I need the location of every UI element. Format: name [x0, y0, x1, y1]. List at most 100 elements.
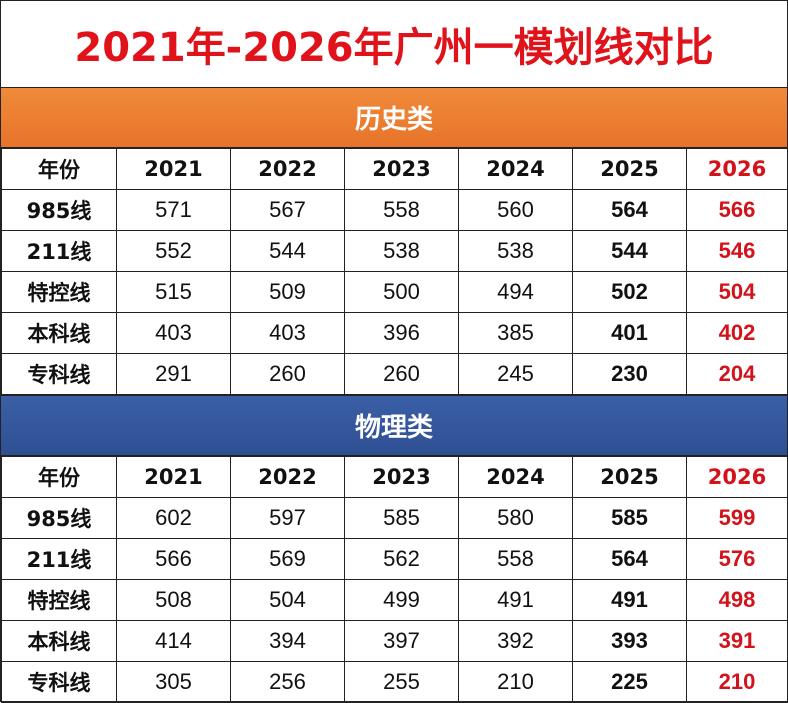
cell: 508	[116, 579, 231, 621]
cell: 260	[230, 353, 345, 395]
table-row: 专科线 305 256 255 210 225 210	[1, 661, 788, 703]
cell: 564	[572, 189, 687, 231]
cell: 396	[344, 312, 459, 354]
column-header: 年份	[1, 148, 117, 190]
column-header: 2021	[116, 148, 231, 190]
row-label: 211线	[1, 538, 117, 580]
table-row: 本科线 403 403 396 385 401 402	[1, 312, 788, 354]
column-header: 2026	[686, 148, 788, 190]
cell: 394	[230, 620, 345, 662]
column-header: 2026	[686, 456, 788, 498]
table-row: 985线 571 567 558 560 564 566	[1, 189, 788, 231]
row-label: 特控线	[1, 271, 117, 313]
header-row: 年份 2021 2022 2023 2024 2025 2026	[1, 148, 788, 190]
column-header: 2025	[572, 148, 687, 190]
column-header: 年份	[1, 456, 117, 498]
row-label: 专科线	[1, 661, 117, 703]
cell: 255	[344, 661, 459, 703]
cell: 403	[116, 312, 231, 354]
cell: 504	[686, 271, 788, 313]
cell: 562	[344, 538, 459, 580]
table-row: 专科线 291 260 260 245 230 204	[1, 353, 788, 395]
cell: 558	[344, 189, 459, 231]
cell: 210	[458, 661, 573, 703]
cell: 560	[458, 189, 573, 231]
row-label: 本科线	[1, 620, 117, 662]
cell: 571	[116, 189, 231, 231]
cell: 499	[344, 579, 459, 621]
cell: 391	[686, 620, 788, 662]
cell: 585	[344, 497, 459, 539]
page-title: 2021年-2026年广州一模划线对比	[74, 25, 714, 71]
cell: 230	[572, 353, 687, 395]
section-header-physics: 物理类	[1, 395, 787, 456]
column-header: 2024	[458, 456, 573, 498]
cell: 515	[116, 271, 231, 313]
cell: 569	[230, 538, 345, 580]
cell: 305	[116, 661, 231, 703]
cell: 414	[116, 620, 231, 662]
history-table: 年份 2021 2022 2023 2024 2025 2026 985线 57…	[1, 148, 788, 395]
cell: 401	[572, 312, 687, 354]
column-header: 2021	[116, 456, 231, 498]
cell: 225	[572, 661, 687, 703]
cell: 494	[458, 271, 573, 313]
cell: 509	[230, 271, 345, 313]
row-label: 211线	[1, 230, 117, 272]
table-row: 211线 566 569 562 558 564 576	[1, 538, 788, 580]
cell: 544	[572, 230, 687, 272]
cell: 498	[686, 579, 788, 621]
section-header-history: 历史类	[1, 87, 787, 148]
cell: 566	[686, 189, 788, 231]
cell: 558	[458, 538, 573, 580]
cell: 502	[572, 271, 687, 313]
cell: 393	[572, 620, 687, 662]
cell: 538	[344, 230, 459, 272]
cell: 566	[116, 538, 231, 580]
cell: 546	[686, 230, 788, 272]
cell: 576	[686, 538, 788, 580]
column-header: 2023	[344, 148, 459, 190]
cell: 392	[458, 620, 573, 662]
physics-table: 年份 2021 2022 2023 2024 2025 2026 985线 60…	[1, 456, 788, 703]
cell: 491	[572, 579, 687, 621]
cell: 245	[458, 353, 573, 395]
cell: 210	[686, 661, 788, 703]
cell: 580	[458, 497, 573, 539]
cell: 538	[458, 230, 573, 272]
row-label: 985线	[1, 189, 117, 231]
column-header: 2025	[572, 456, 687, 498]
table-row: 本科线 414 394 397 392 393 391	[1, 620, 788, 662]
header-row: 年份 2021 2022 2023 2024 2025 2026	[1, 456, 788, 498]
cell: 256	[230, 661, 345, 703]
cell: 403	[230, 312, 345, 354]
cell: 500	[344, 271, 459, 313]
cell: 397	[344, 620, 459, 662]
cell: 504	[230, 579, 345, 621]
row-label: 985线	[1, 497, 117, 539]
table-row: 211线 552 544 538 538 544 546	[1, 230, 788, 272]
cell: 491	[458, 579, 573, 621]
row-label: 专科线	[1, 353, 117, 395]
column-header: 2022	[230, 148, 345, 190]
cell: 585	[572, 497, 687, 539]
column-header: 2024	[458, 148, 573, 190]
row-label: 特控线	[1, 579, 117, 621]
row-label: 本科线	[1, 312, 117, 354]
table-row: 特控线 508 504 499 491 491 498	[1, 579, 788, 621]
cell: 204	[686, 353, 788, 395]
table-row: 特控线 515 509 500 494 502 504	[1, 271, 788, 313]
cell: 402	[686, 312, 788, 354]
cell: 567	[230, 189, 345, 231]
cell: 544	[230, 230, 345, 272]
cell: 385	[458, 312, 573, 354]
column-header: 2022	[230, 456, 345, 498]
column-header: 2023	[344, 456, 459, 498]
cell: 260	[344, 353, 459, 395]
cell: 597	[230, 497, 345, 539]
cell: 602	[116, 497, 231, 539]
table-row: 985线 602 597 585 580 585 599	[1, 497, 788, 539]
cell: 291	[116, 353, 231, 395]
cell: 564	[572, 538, 687, 580]
